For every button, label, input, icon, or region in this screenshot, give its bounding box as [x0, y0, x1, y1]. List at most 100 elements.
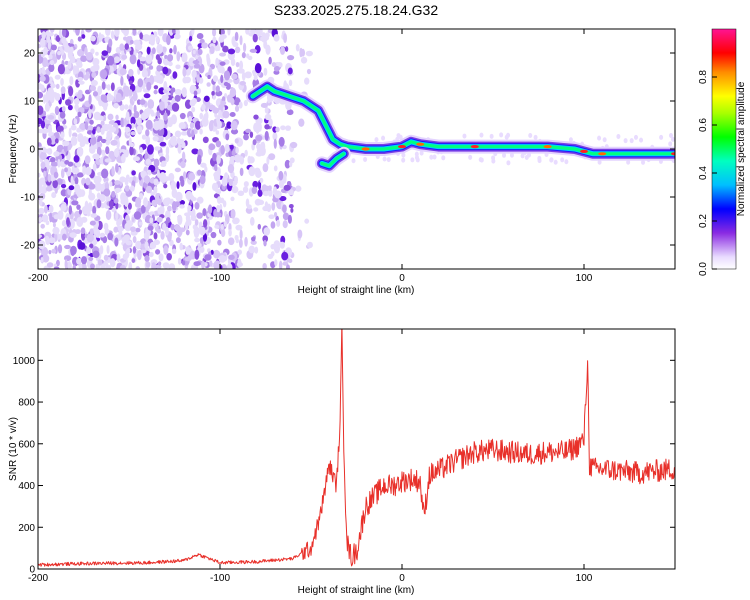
heatmap-cell	[98, 115, 104, 121]
heatmap-cell	[46, 148, 53, 155]
heatmap-cell	[247, 55, 253, 61]
heatmap-cell	[101, 168, 109, 179]
heatmap-cell	[268, 214, 275, 220]
heatmap-cell	[286, 264, 290, 269]
heatmap-cell	[288, 79, 293, 87]
heatmap-cell	[125, 111, 130, 121]
heatmap-cell	[95, 230, 99, 238]
plot1-y-ticks: -20 -10 0 10 20	[21, 49, 675, 252]
heatmap-cell	[161, 160, 167, 165]
heatmap-cell	[114, 180, 121, 185]
y-tick-label: 600	[18, 439, 35, 450]
colorbar-tick-label: 0.2	[698, 214, 709, 228]
heatmap-cell	[239, 156, 245, 165]
heatmap-cell	[234, 138, 239, 144]
heatmap-cell	[68, 86, 74, 97]
heatmap-cell	[182, 67, 187, 77]
heatmap-cell	[255, 134, 263, 142]
heatmap-cell	[91, 71, 97, 78]
heatmap-cell	[284, 159, 291, 169]
heatmap-cell	[374, 137, 379, 143]
heatmap-cell	[156, 229, 162, 234]
heatmap-cell	[499, 132, 504, 138]
heatmap-cell	[153, 85, 159, 90]
heatmap-cell	[184, 212, 192, 217]
heatmap-cell	[181, 52, 188, 63]
heatmap-peak	[416, 142, 425, 146]
heatmap-cell	[249, 48, 257, 53]
heatmap-cell	[53, 171, 59, 179]
heatmap-cell	[153, 232, 158, 240]
heatmap-cell	[220, 263, 228, 269]
heatmap-cell	[659, 134, 664, 140]
heatmap-cell	[228, 254, 235, 260]
heatmap-cell	[189, 122, 195, 129]
heatmap-cell	[222, 110, 230, 119]
heatmap-cell	[158, 152, 164, 157]
heatmap-cell	[57, 64, 66, 75]
heatmap-cell	[278, 136, 285, 147]
heatmap-cell	[88, 187, 92, 198]
heatmap-cell	[287, 214, 292, 224]
heatmap-cell	[243, 181, 249, 187]
heatmap-cell	[156, 169, 161, 179]
heatmap-cell	[88, 183, 96, 190]
heatmap-cell	[42, 146, 47, 153]
heatmap-cell	[159, 141, 167, 147]
heatmap-cell	[143, 197, 149, 208]
heatmap-cell	[203, 95, 210, 102]
heatmap-cell	[199, 226, 206, 236]
heatmap-cell	[106, 92, 112, 102]
heatmap-cell	[401, 152, 406, 158]
heatmap-cell	[219, 29, 225, 36]
heatmap-cell	[43, 170, 47, 178]
heatmap-cell	[208, 143, 216, 151]
heatmap-cell	[243, 42, 247, 53]
heatmap-cell	[147, 99, 155, 110]
heatmap-cell	[76, 216, 84, 228]
heatmap-cell	[154, 146, 161, 151]
heatmap-cell	[92, 163, 97, 172]
heatmap-cell	[568, 137, 573, 143]
heatmap-cell	[42, 110, 47, 117]
heatmap-cell	[137, 78, 144, 88]
heatmap-cell	[270, 243, 276, 250]
heatmap-cell	[223, 81, 229, 87]
heatmap-cell	[40, 161, 46, 169]
heatmap-cell	[157, 261, 162, 266]
heatmap-cell	[157, 119, 165, 130]
heatmap-cell	[38, 207, 45, 215]
heatmap-cell	[124, 126, 131, 133]
heatmap-cell	[297, 229, 303, 239]
heatmap-cell	[178, 122, 186, 129]
heatmap-cell	[72, 264, 76, 269]
heatmap-cell	[70, 136, 78, 146]
heatmap-cell	[153, 89, 158, 95]
heatmap-cell	[85, 29, 92, 33]
heatmap-cell	[256, 143, 261, 150]
heatmap-cell	[272, 132, 278, 141]
heatmap-cell	[230, 128, 239, 135]
heatmap-cell	[52, 222, 56, 228]
heatmap-cell	[212, 94, 216, 100]
heatmap-cell	[263, 40, 268, 49]
heatmap-cell	[219, 34, 227, 40]
heatmap-cell	[103, 188, 111, 197]
heatmap-cell	[155, 264, 162, 269]
heatmap-cell	[255, 124, 260, 134]
heatmap-cell	[157, 29, 164, 37]
y-tick-label: -10	[21, 193, 36, 204]
heatmap-cell	[68, 127, 72, 138]
heatmap-cell	[91, 79, 97, 85]
heatmap-cell	[191, 69, 197, 79]
heatmap-cell	[145, 53, 153, 64]
heatmap-cell	[181, 151, 186, 162]
heatmap-cell	[151, 47, 156, 55]
heatmap-cell	[273, 65, 280, 72]
heatmap-cell	[90, 65, 97, 73]
heatmap-cell	[243, 99, 248, 107]
heatmap-cell	[306, 68, 311, 75]
heatmap-cell	[273, 165, 278, 172]
heatmap-cell	[119, 43, 125, 51]
heatmap-cell	[38, 249, 42, 254]
